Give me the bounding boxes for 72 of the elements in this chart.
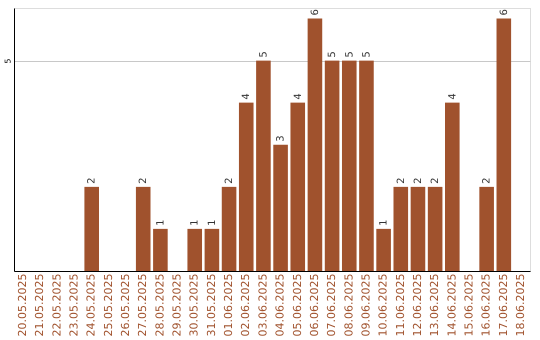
data-label: 2 xyxy=(396,177,407,184)
data-label: 4 xyxy=(241,93,252,100)
bar xyxy=(342,60,357,271)
x-tick-label: 29.05.2025 xyxy=(170,274,184,336)
data-label: 3 xyxy=(276,135,287,142)
bar xyxy=(136,186,151,271)
bar xyxy=(308,18,322,271)
bar xyxy=(445,102,460,271)
bar xyxy=(410,186,426,271)
data-label: 5 xyxy=(361,51,372,58)
bar xyxy=(324,60,340,271)
bar xyxy=(238,102,254,271)
x-tick-label: 31.05.2025 xyxy=(204,274,218,336)
data-label: 2 xyxy=(482,177,493,184)
x-tick-label: 05.06.2025 xyxy=(290,274,304,336)
x-tick-label: 13.06.2025 xyxy=(428,274,442,336)
bar xyxy=(428,186,442,271)
x-tick-label: 11.06.2025 xyxy=(394,274,407,336)
x-tick-label: 25.05.2025 xyxy=(102,274,115,336)
x-tick-label: 04.06.2025 xyxy=(274,274,287,336)
x-tick-label: 15.06.2025 xyxy=(462,274,476,336)
x-tick-label: 03.06.2025 xyxy=(256,274,270,336)
x-tick-label: 23.05.2025 xyxy=(68,274,81,336)
bar xyxy=(290,102,306,271)
data-label: 6 xyxy=(310,9,321,16)
bar xyxy=(204,228,220,271)
bar xyxy=(359,60,374,271)
data-label: 5 xyxy=(258,51,270,58)
data-label: 1 xyxy=(155,220,166,226)
x-tick-label: 01.06.2025 xyxy=(222,274,236,336)
x-tick-label: 18.06.2025 xyxy=(514,274,527,336)
bar xyxy=(479,186,494,271)
x-tick-label: 07.06.2025 xyxy=(325,274,338,336)
bar xyxy=(222,186,236,271)
x-tick-label: 21.05.2025 xyxy=(33,274,46,336)
data-label: 2 xyxy=(138,177,150,184)
x-tick-label: 02.06.2025 xyxy=(239,274,252,336)
data-label: 1 xyxy=(378,220,390,226)
x-tick-label: 28.05.2025 xyxy=(153,274,166,336)
x-tick-label: 30.05.2025 xyxy=(188,274,201,336)
bar xyxy=(393,186,408,271)
bar xyxy=(187,228,202,271)
x-tick-label: 17.06.2025 xyxy=(496,274,510,336)
data-label: 4 xyxy=(447,93,458,100)
data-label: 1 xyxy=(206,220,218,226)
x-tick-label: 08.06.2025 xyxy=(342,274,356,336)
data-label: 2 xyxy=(430,177,442,184)
data-label: 2 xyxy=(412,177,424,184)
x-tick-label: 27.05.2025 xyxy=(136,274,150,336)
x-tick-label: 16.06.2025 xyxy=(480,274,493,336)
data-label: 6 xyxy=(498,9,510,16)
bar xyxy=(273,144,288,271)
x-tick-label: 09.06.2025 xyxy=(359,274,372,336)
data-label: 2 xyxy=(86,177,98,184)
x-tick-label: 26.05.2025 xyxy=(119,274,132,336)
data-label: 1 xyxy=(190,220,201,226)
x-tick-label: 06.06.2025 xyxy=(308,274,321,336)
x-tick-label: 12.06.2025 xyxy=(410,274,424,336)
bar xyxy=(153,228,168,271)
data-label: 2 xyxy=(224,177,236,184)
x-tick-label: 14.06.2025 xyxy=(445,274,458,336)
data-label: 4 xyxy=(292,93,304,100)
bar xyxy=(496,18,512,271)
bar xyxy=(256,60,271,271)
x-tick-label: 24.05.2025 xyxy=(84,274,98,336)
bar xyxy=(376,228,391,271)
data-label: 5 xyxy=(344,51,356,58)
bar xyxy=(84,186,99,271)
data-label: 5 xyxy=(327,51,338,58)
x-tick-label: 10.06.2025 xyxy=(376,274,390,336)
x-tick-label: 20.05.2025 xyxy=(16,274,30,336)
x-tick-label: 22.05.2025 xyxy=(50,274,64,336)
